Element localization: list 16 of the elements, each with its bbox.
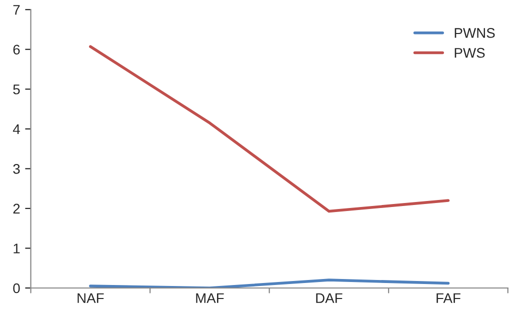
- y-tick-label: 7: [13, 5, 20, 15]
- x-tick-label: FAF: [436, 293, 460, 303]
- y-tick-label: 1: [14, 244, 20, 254]
- x-tick-label: NAF: [78, 293, 104, 303]
- line-series: [89, 278, 450, 288]
- y-tick-label: 4: [12, 124, 20, 134]
- line-series: [89, 45, 450, 213]
- x-tick-label: DAF: [316, 293, 342, 303]
- legend-label: PWNS: [454, 28, 495, 38]
- x-tick-label: MAF: [196, 293, 224, 303]
- y-tick-label: 2: [13, 204, 20, 214]
- y-tick-label: 3: [13, 164, 20, 174]
- y-tick-label: 0: [13, 283, 20, 294]
- y-tick-label: 5: [13, 84, 20, 94]
- legend-label: PWS: [454, 48, 485, 58]
- y-tick-label: 6: [13, 44, 20, 55]
